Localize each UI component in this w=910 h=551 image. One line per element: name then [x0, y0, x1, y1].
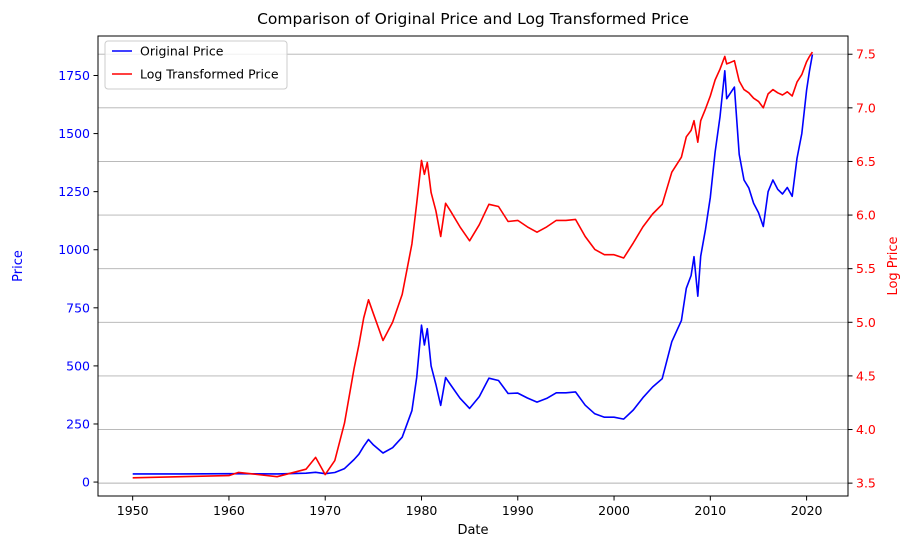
y2-tick-label: 7.0 — [856, 100, 876, 115]
x-tick-label: 1980 — [406, 503, 438, 518]
y2-tick-label: 5.0 — [856, 315, 876, 330]
x-tick-label: 1970 — [309, 503, 341, 518]
y-tick-label: 1750 — [58, 68, 90, 83]
y2-tick-label: 3.5 — [856, 476, 876, 491]
y-tick-label: 0 — [82, 475, 90, 490]
series-layer — [132, 51, 814, 479]
legend: Original Price Log Transformed Price — [104, 40, 288, 90]
legend-label-original-price: Original Price — [140, 44, 224, 59]
x-tick-label: 1960 — [213, 503, 245, 518]
y2-tick-label: 6.5 — [856, 154, 876, 169]
x-tick-label: 1990 — [502, 503, 534, 518]
x-axis-title: Date — [457, 523, 488, 538]
y2-axis-title: Log Price — [886, 236, 901, 295]
y2-tick-label: 7.5 — [856, 47, 876, 62]
y-tick-label: 500 — [66, 358, 90, 373]
y2-tick-label: 4.0 — [856, 422, 876, 437]
x-tick-label: 2010 — [694, 503, 726, 518]
legend-label-log-transformed-price: Log Transformed Price — [140, 67, 279, 82]
x-tick-label: 2020 — [791, 503, 823, 518]
x-tick-label: 1950 — [117, 503, 149, 518]
chart-title: Comparison of Original Price and Log Tra… — [257, 10, 689, 28]
y-tick-label: 1500 — [58, 126, 90, 141]
series-line-log-transformed-price — [132, 51, 814, 479]
x-tick-label: 2000 — [598, 503, 630, 518]
y-tick-label: 250 — [66, 416, 90, 431]
series-line-original-price — [132, 54, 814, 475]
axes-layer: 1950 1960 1970 1980 1990 2000 2010 2020 0 250 500 7… — [58, 47, 876, 518]
legend-box — [104, 40, 288, 90]
y2-tick-label: 4.5 — [856, 368, 876, 383]
y-tick-label: 1000 — [58, 242, 90, 257]
y-tick-label: 1250 — [58, 184, 90, 199]
plot-frame — [97, 35, 849, 497]
y2-tick-label: 5.5 — [856, 261, 876, 276]
y-axis-title: Price — [11, 250, 26, 282]
y-tick-label: 750 — [66, 300, 90, 315]
y2-tick-label: 6.0 — [856, 208, 876, 223]
